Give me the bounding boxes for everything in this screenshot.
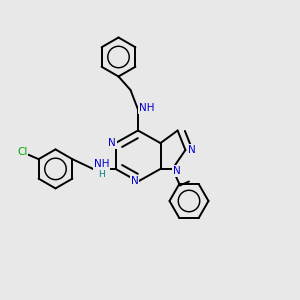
Text: N: N (188, 145, 195, 155)
Text: NH: NH (94, 159, 109, 169)
Text: N: N (173, 166, 181, 176)
Text: N: N (130, 176, 138, 187)
Text: N: N (108, 138, 116, 148)
Text: NH: NH (139, 103, 155, 113)
Text: Cl: Cl (17, 147, 28, 157)
Text: H: H (98, 170, 105, 179)
